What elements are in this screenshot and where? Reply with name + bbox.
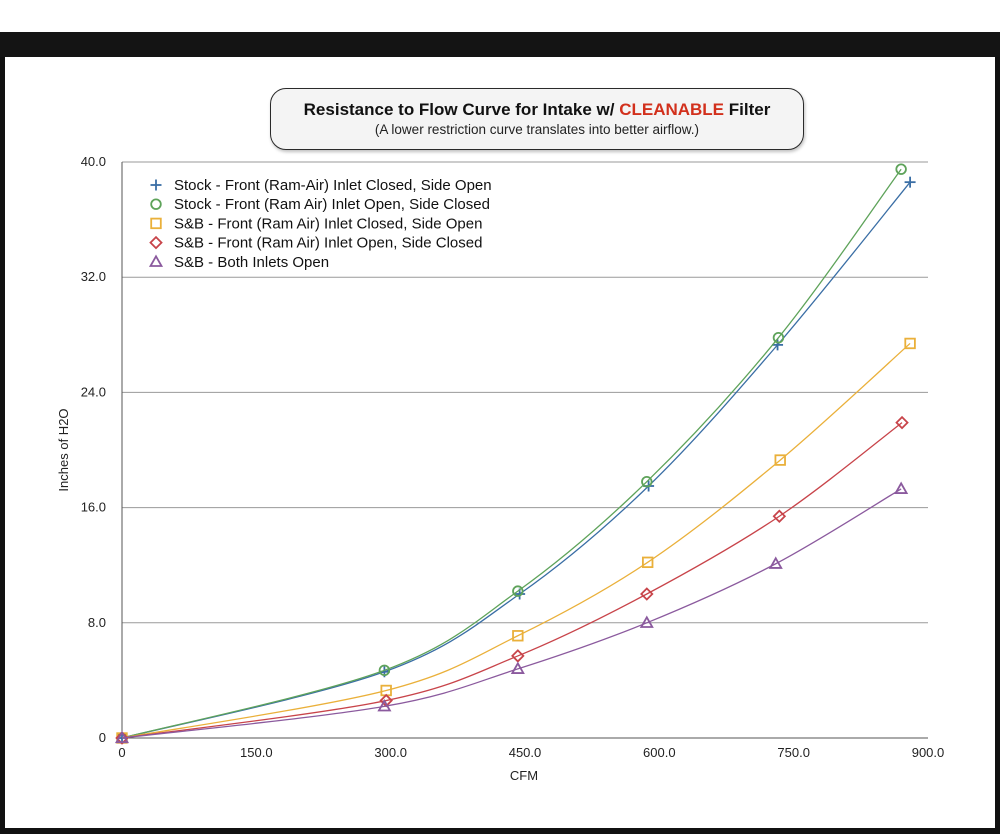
- square-marker: [641, 556, 654, 569]
- series-3: [116, 337, 916, 744]
- y-axis-label: Inches of H2O: [56, 408, 71, 491]
- square-marker: [774, 454, 786, 466]
- legend-entry: S&B - Both Inlets Open: [148, 254, 329, 271]
- circle-marker: [512, 585, 524, 597]
- x-tick-label: 450.0: [509, 745, 542, 760]
- x-tick-label: 300.0: [374, 745, 407, 760]
- chart-title: Resistance to Flow Curve for Intake w/ C…: [271, 100, 803, 120]
- chart-title-box: Resistance to Flow Curve for Intake w/ C…: [270, 88, 804, 150]
- triangle-marker: [377, 698, 392, 712]
- legend-entry: S&B - Front (Ram Air) Inlet Closed, Side…: [150, 215, 482, 232]
- triangle-marker: [510, 661, 525, 674]
- series-5: [114, 481, 909, 744]
- title-highlight: CLEANABLE: [619, 100, 725, 119]
- diamond-marker: [772, 509, 787, 524]
- y-tick-label: 8.0: [88, 615, 106, 630]
- triangle-marker: [148, 254, 164, 267]
- diamond-marker: [149, 235, 163, 250]
- series-line: [121, 168, 902, 739]
- legend-label: S&B - Front (Ram Air) Inlet Open, Side C…: [174, 235, 482, 252]
- square-marker: [904, 337, 916, 350]
- plus-marker: [772, 339, 784, 351]
- legend-label: Stock - Front (Ram-Air) Inlet Closed, Si…: [174, 177, 492, 194]
- triangle-marker: [114, 730, 130, 744]
- top-bar: [0, 0, 1000, 32]
- y-tick-label: 40.0: [81, 154, 106, 169]
- series-4: [115, 415, 909, 745]
- circle-marker: [378, 664, 391, 677]
- tick-labels: 0 8.0 16.0 24.0 32.0 40.0 0 150.0 300.0 450.0 600.…: [81, 154, 945, 760]
- triangle-marker: [768, 556, 783, 569]
- y-tick-label: 32.0: [81, 269, 106, 284]
- triangle-marker: [894, 481, 909, 494]
- legend-label: S&B - Both Inlets Open: [174, 254, 329, 271]
- chart-sheet: [5, 57, 995, 828]
- y-tick-label: 0: [99, 730, 106, 745]
- series-layer: [114, 163, 916, 745]
- square-marker: [512, 630, 524, 642]
- series-line: [121, 342, 911, 739]
- plus-marker: [904, 176, 916, 188]
- circle-marker: [641, 475, 653, 488]
- x-tick-label: 750.0: [777, 745, 810, 760]
- circle-marker: [895, 163, 907, 175]
- gridlines: [122, 161, 928, 624]
- plus-marker: [150, 179, 162, 191]
- y-tick-label: 16.0: [81, 500, 106, 515]
- diamond-marker: [895, 415, 909, 430]
- square-marker: [150, 217, 162, 230]
- legend-entry: S&B - Front (Ram Air) Inlet Open, Side C…: [149, 235, 482, 252]
- legend: Stock - Front (Ram-Air) Inlet Closed, Si…: [148, 177, 492, 271]
- triangle-marker: [639, 615, 654, 628]
- x-tick-label: 900.0: [912, 745, 945, 760]
- diamond-marker: [511, 649, 525, 663]
- chart-subtitle: (A lower restriction curve translates in…: [374, 122, 700, 137]
- title-prefix: Resistance to Flow Curve for Intake w/: [303, 100, 620, 119]
- series-line: [121, 488, 902, 739]
- series-line: [121, 422, 903, 739]
- series-line: [121, 181, 911, 739]
- x-axis-label: CFM: [510, 768, 538, 783]
- legend-entry: Stock - Front (Ram-Air) Inlet Closed, Si…: [150, 177, 492, 194]
- diamond-marker: [640, 587, 654, 601]
- axes: [121, 162, 928, 739]
- circle-marker: [150, 198, 162, 210]
- y-tick-label: 24.0: [81, 384, 106, 399]
- title-suffix: Filter: [724, 100, 771, 119]
- x-tick-label: 0: [118, 745, 125, 760]
- x-tick-label: 600.0: [643, 745, 676, 760]
- legend-label: S&B - Front (Ram Air) Inlet Closed, Side…: [174, 215, 482, 232]
- legend-entry: Stock - Front (Ram Air) Inlet Open, Side…: [150, 196, 490, 213]
- legend-label: Stock - Front (Ram Air) Inlet Open, Side…: [174, 196, 490, 213]
- circle-marker: [772, 331, 785, 344]
- dark-band: [0, 32, 1000, 57]
- diamond-marker: [115, 731, 129, 745]
- x-tick-label: 150.0: [240, 745, 273, 760]
